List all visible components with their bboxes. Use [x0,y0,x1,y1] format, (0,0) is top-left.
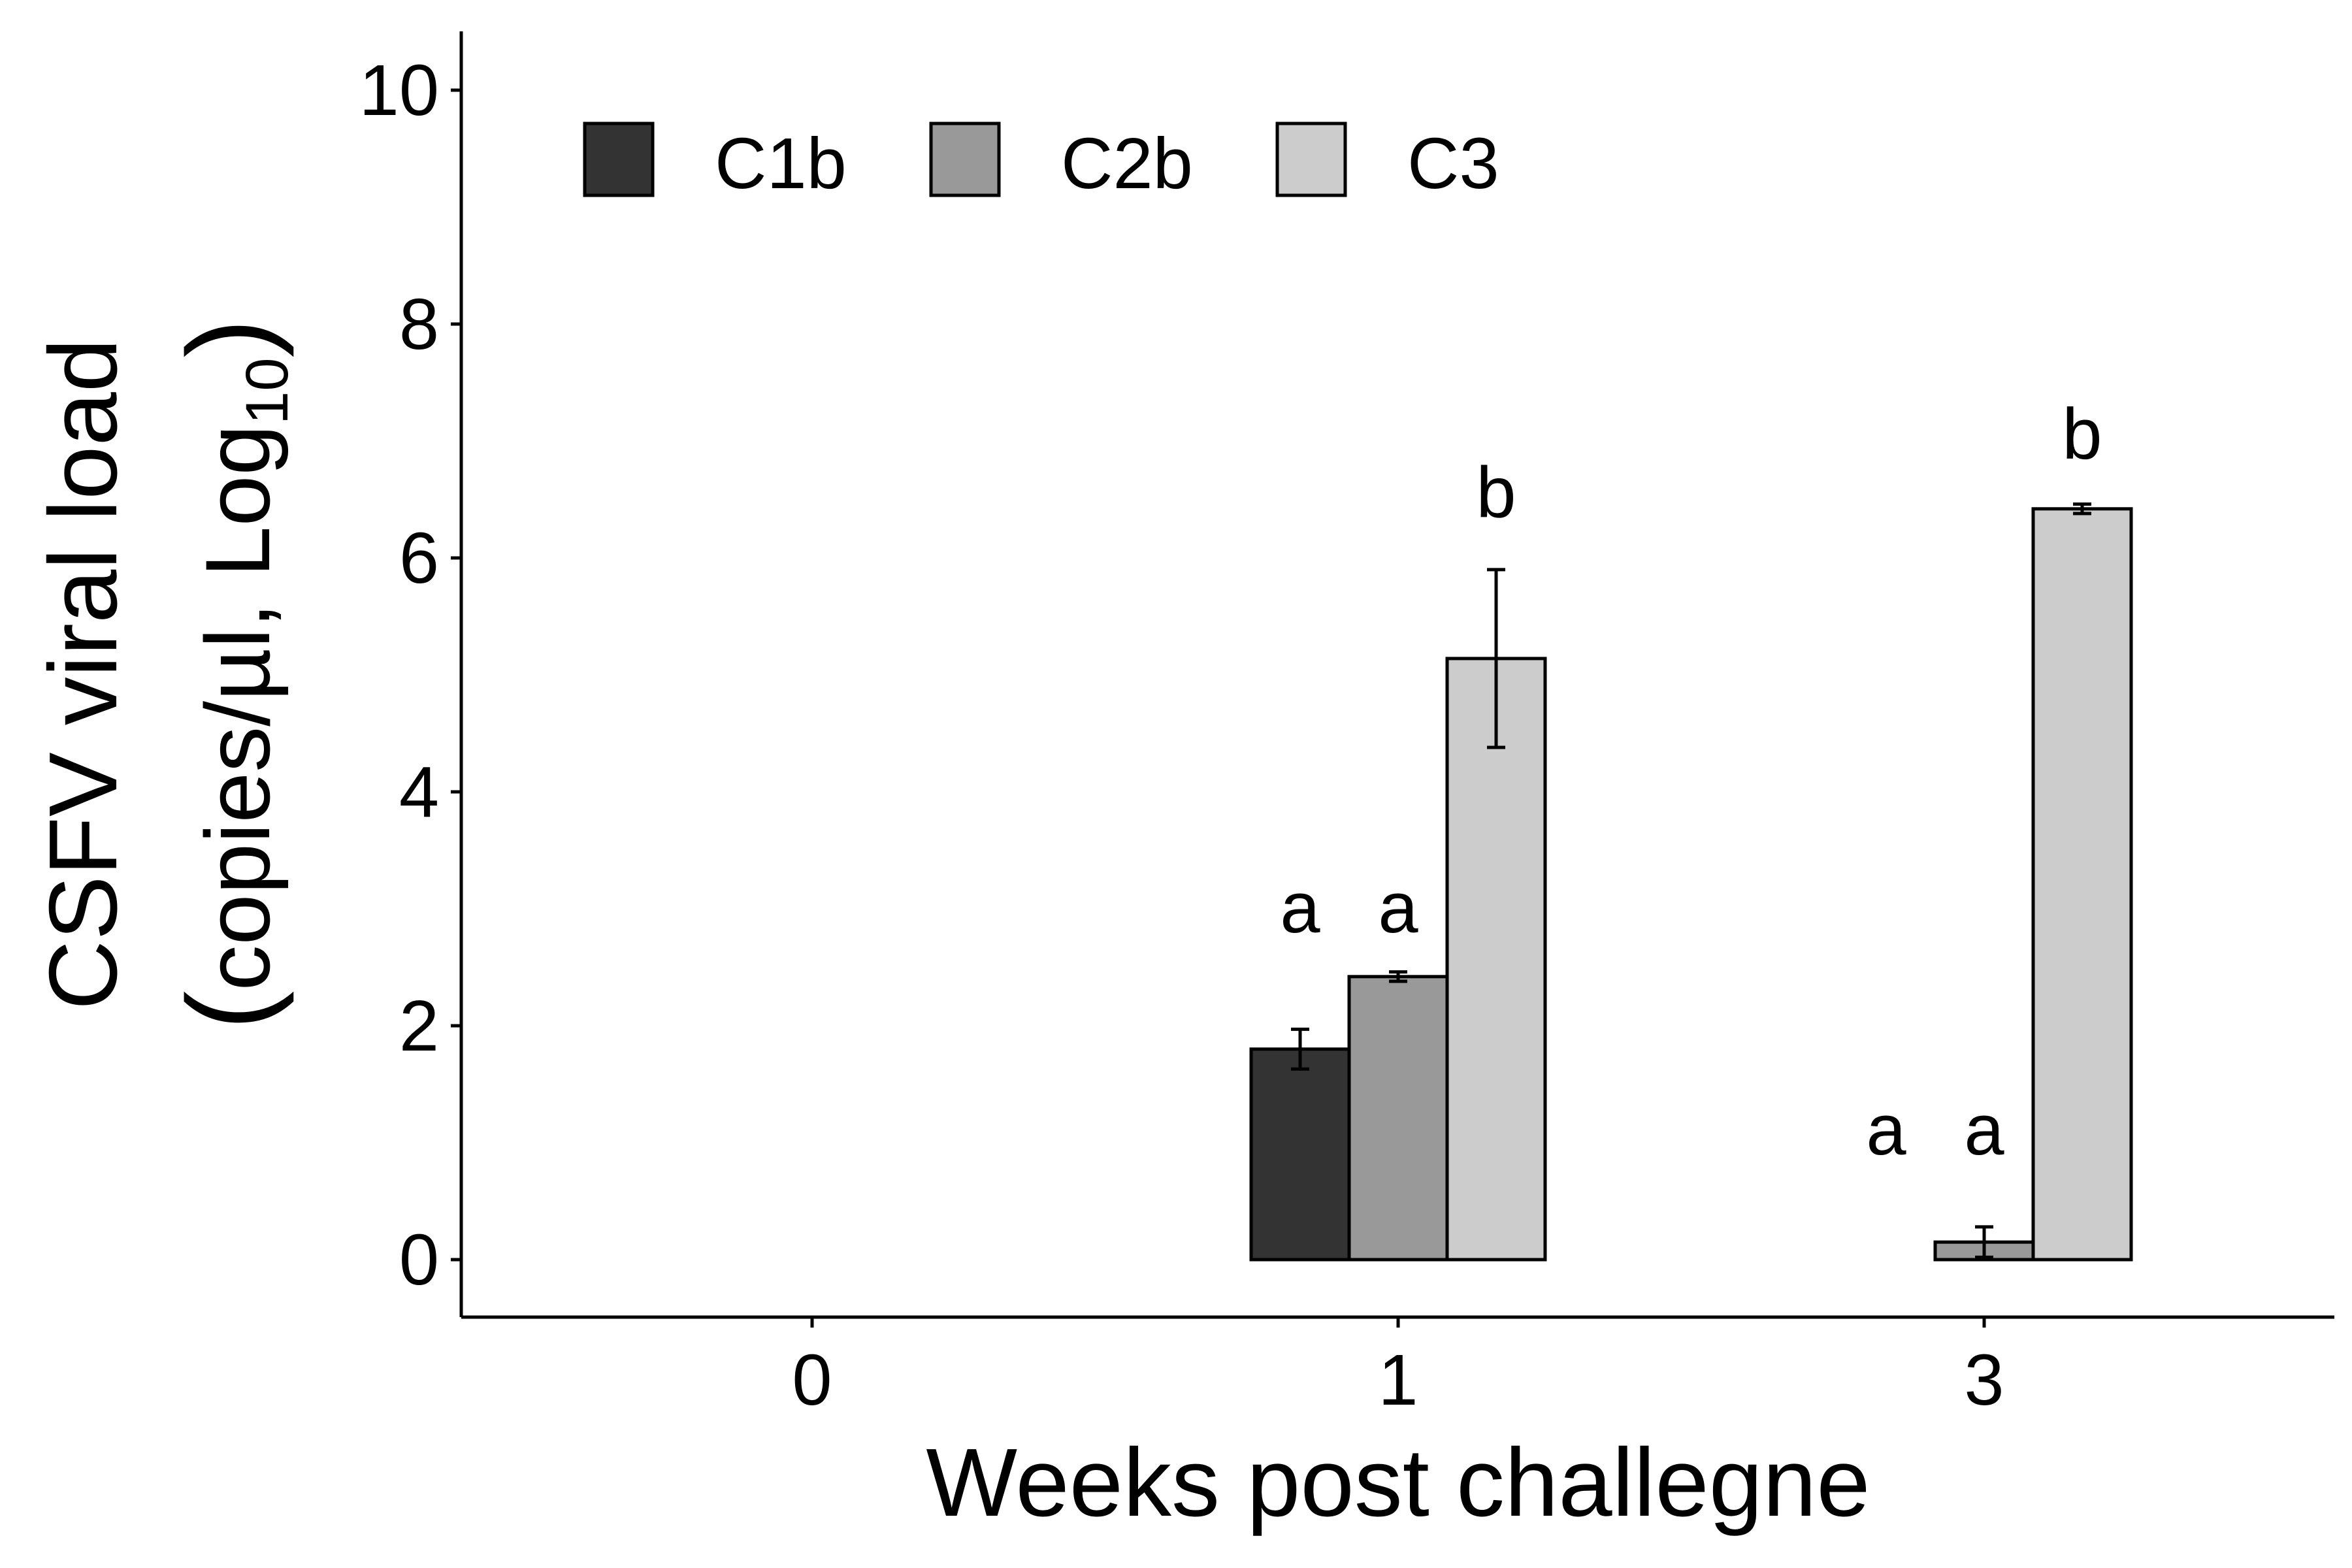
legend-item-c1b: C1b [583,122,847,204]
bar-c3-week-1 [1445,657,1547,1262]
significance-label: a [1964,1090,2004,1170]
y-tick-label: 8 [399,284,439,365]
bar-c1b-week-1 [1249,1047,1351,1262]
significance-label: a [1280,868,1320,948]
bar-c3-week-3 [2031,507,2133,1262]
y-axis-title-paren-open: ( [163,991,295,1030]
significance-label: a [1378,868,1418,948]
y-axis-title-line1: CSFV viral load [29,338,137,1010]
error-bar-c2b-week-3 [1975,1225,1993,1259]
x-axis-title: Weeks post challegne [926,1429,1870,1537]
legend-swatch [929,122,1001,197]
legend-label: C2b [1061,123,1193,204]
axes: 0 2 4 6 8 10 0 1 3 [359,31,2334,1420]
y-axis-title-line2: (copies/µl, Log10) [163,319,301,1030]
y-tick-label: 0 [399,1220,439,1300]
plot-area: a aba ab [1249,394,2133,1262]
error-bar-c1b-week-1 [1291,1027,1309,1071]
legend-item-c2b: C2b [929,122,1193,204]
x-tick-label: 3 [1964,1340,2004,1420]
error-bar-c3-week-1 [1487,568,1505,749]
y-tick-label: 10 [359,50,439,131]
x-tick-label: 1 [1378,1340,1418,1420]
legend-item-c3: C3 [1275,122,1499,204]
y-tick-label: 6 [399,518,439,598]
bar-c2b-week-1 [1347,975,1449,1262]
legend-label: C3 [1407,123,1499,204]
legend: C1b C2b C3 [583,122,1499,204]
y-axis-title: CSFV viral load (copies/µl, Log10) [29,319,301,1030]
x-ticks: 0 1 3 [792,1317,2004,1420]
legend-swatch [1275,122,1347,197]
error-bar-c3-week-3 [2073,502,2091,515]
y-ticks: 0 2 4 6 8 10 [359,50,461,1300]
significance-label: b [1476,452,1516,532]
y-axis-title-subscript: 10 [234,357,301,424]
significance-labels-layer: a aba ab [1280,394,2102,1170]
significance-label: b [2062,394,2102,474]
error-bar-c2b-week-1 [1389,970,1407,983]
y-axis-title-units: copies/µl, Log [186,425,289,991]
y-tick-label: 4 [399,752,439,832]
y-axis-title-paren-close: ) [163,319,295,358]
legend-swatch [583,122,655,197]
x-tick-label: 0 [792,1340,832,1420]
significance-label: a [1866,1090,1906,1170]
error-bars-layer [1291,502,2091,1259]
legend-label: C1b [715,123,847,204]
y-tick-label: 2 [399,986,439,1066]
